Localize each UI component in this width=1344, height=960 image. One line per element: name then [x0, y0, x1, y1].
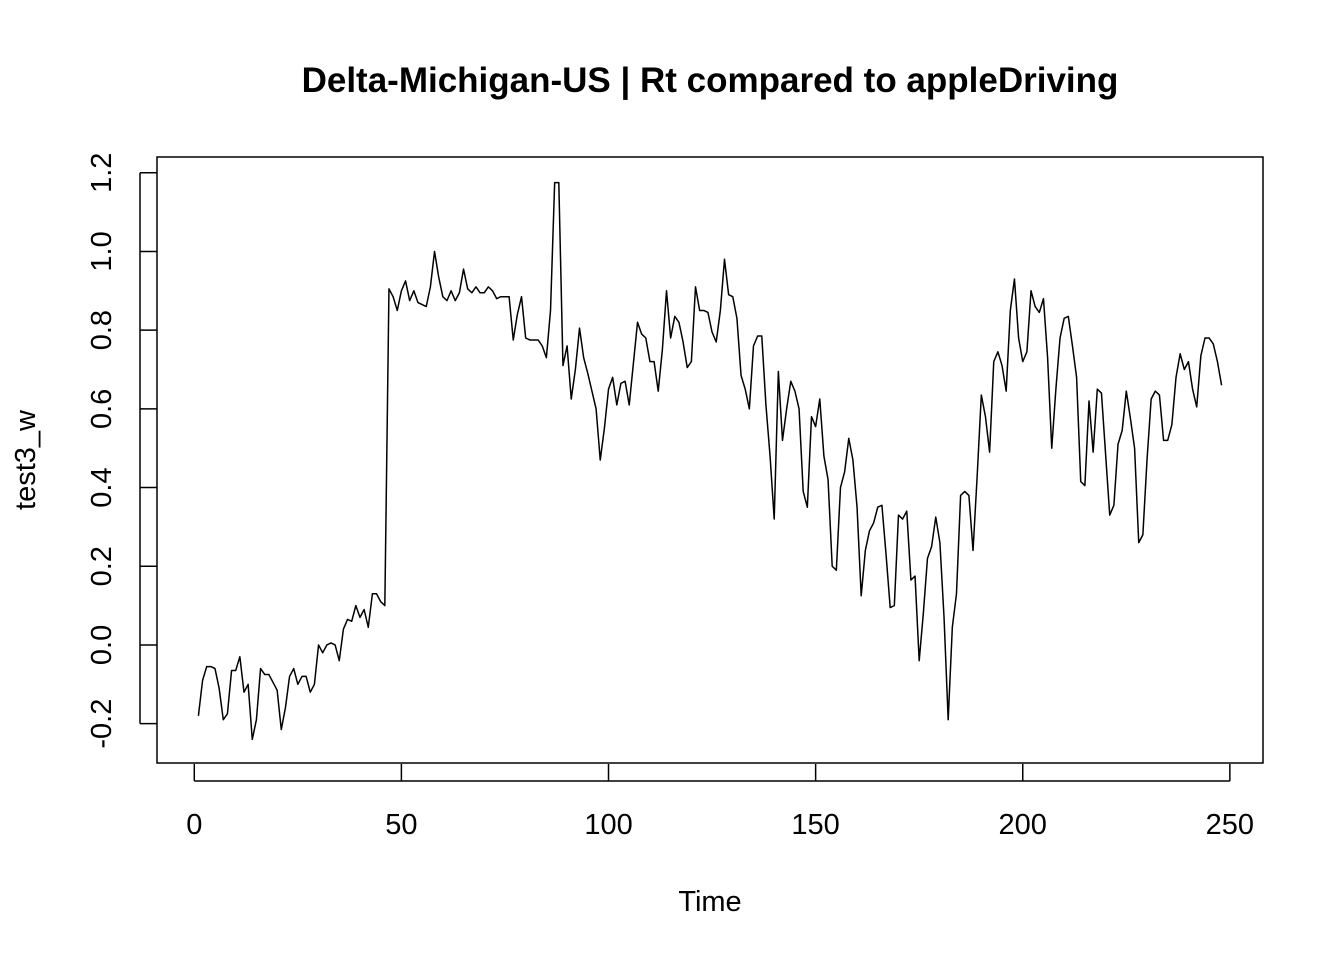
- y-tick-label: 1.2: [86, 153, 118, 193]
- x-tick-label: 50: [385, 809, 417, 841]
- y-tick-label: 0.4: [86, 467, 118, 507]
- x-tick-label: 100: [584, 809, 632, 841]
- y-tick-label: 0.2: [86, 546, 118, 586]
- plot-area-border: [156, 156, 1264, 764]
- y-tick-label: -0.2: [86, 699, 118, 749]
- x-tick-label: 200: [999, 809, 1047, 841]
- x-axis: 0 50 100 150 200 250: [186, 764, 1254, 841]
- x-tick-label: 0: [186, 809, 202, 841]
- chart-title: Delta-Michigan-US | Rt compared to apple…: [302, 61, 1119, 100]
- series-line: [197, 181, 1223, 741]
- y-axis-title: test3_w: [10, 409, 42, 510]
- y-tick-label: 0.8: [86, 310, 118, 350]
- y-tick-label: 0.6: [86, 389, 118, 429]
- data-points: [198, 182, 1221, 739]
- y-tick-label: 1.0: [86, 231, 118, 271]
- x-axis-title: Time: [678, 886, 741, 918]
- x-tick-label: 150: [791, 809, 839, 841]
- x-tick-label: 250: [1206, 809, 1254, 841]
- y-axis: -0.2 0.0 0.2 0.4 0.6 0.8 1.0 1.2: [86, 153, 157, 749]
- y-tick-label: 0.0: [86, 625, 118, 665]
